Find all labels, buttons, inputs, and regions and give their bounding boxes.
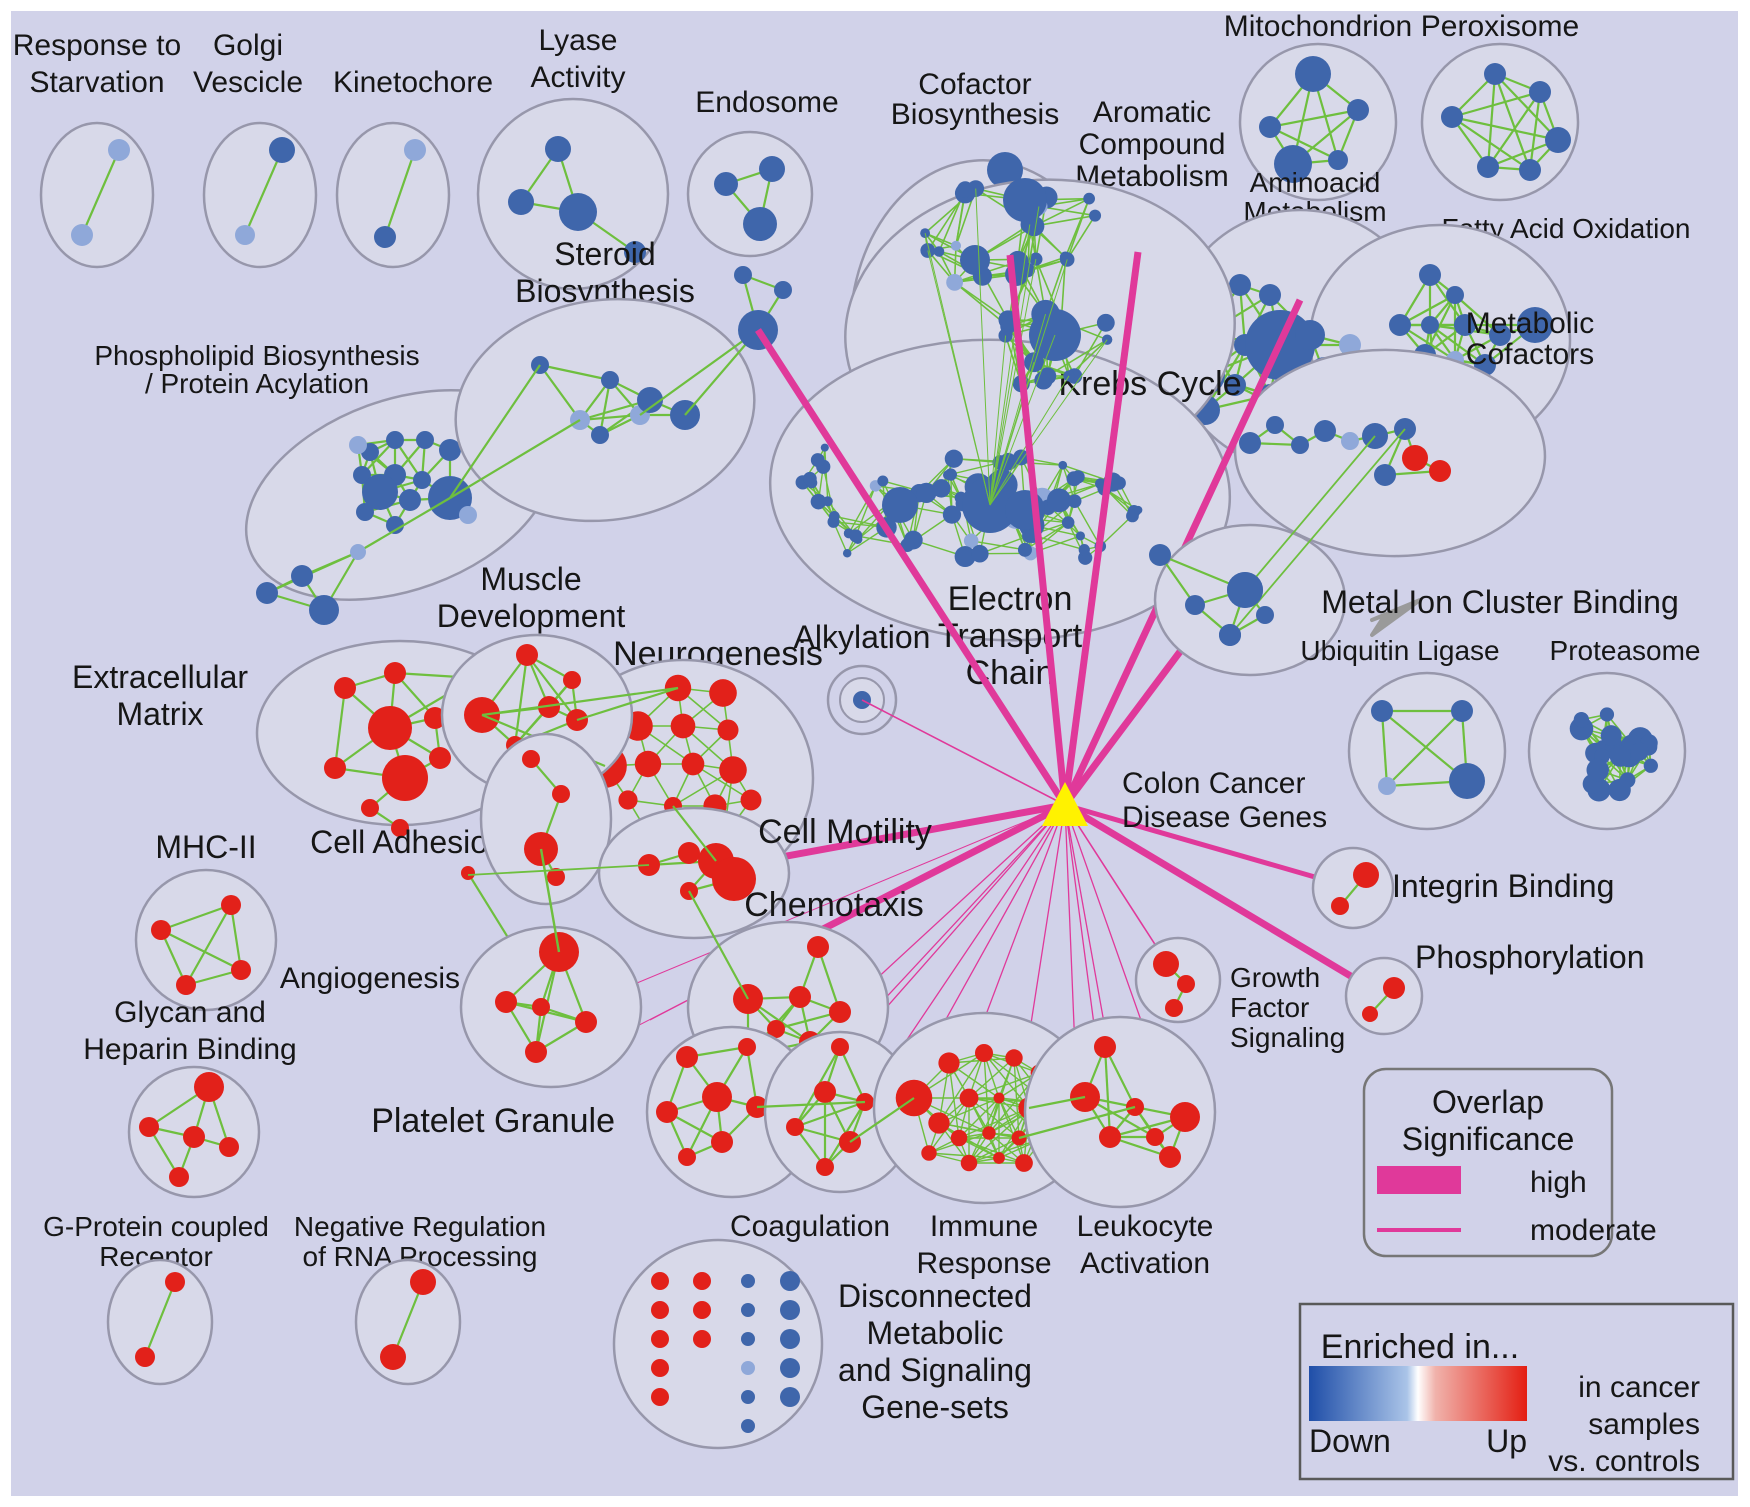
svg-text:Activity: Activity — [530, 61, 625, 94]
svg-text:Phosphorylation: Phosphorylation — [1415, 939, 1644, 975]
svg-text:Metal Ion Cluster Binding: Metal Ion Cluster Binding — [1321, 584, 1679, 620]
svg-text:Endosome: Endosome — [695, 86, 838, 119]
svg-text:G-Protein coupled: G-Protein coupled — [43, 1211, 269, 1242]
svg-text:Up: Up — [1486, 1423, 1527, 1459]
svg-text:Platelet Granule: Platelet Granule — [371, 1102, 615, 1140]
svg-text:/ Protein Acylation: / Protein Acylation — [145, 368, 369, 399]
svg-text:moderate: moderate — [1530, 1214, 1657, 1247]
svg-text:Colon Cancer: Colon Cancer — [1122, 767, 1305, 800]
svg-text:Lyase: Lyase — [539, 24, 618, 57]
svg-text:Integrin Binding: Integrin Binding — [1392, 868, 1614, 904]
svg-text:Response: Response — [916, 1247, 1051, 1280]
svg-text:Aminoacid: Aminoacid — [1250, 167, 1381, 198]
svg-text:high: high — [1530, 1166, 1587, 1199]
svg-text:Disconnected: Disconnected — [838, 1278, 1032, 1314]
svg-text:Peroxisome: Peroxisome — [1421, 10, 1579, 43]
svg-text:Enriched in...: Enriched in... — [1321, 1328, 1519, 1366]
svg-text:Starvation: Starvation — [29, 66, 164, 99]
svg-text:Metabolic: Metabolic — [867, 1315, 1004, 1351]
svg-text:Muscle: Muscle — [480, 561, 581, 597]
svg-text:Gene-sets: Gene-sets — [861, 1389, 1009, 1425]
svg-text:Cell Adhesion: Cell Adhesion — [310, 824, 506, 860]
svg-text:vs. controls: vs. controls — [1548, 1445, 1700, 1478]
svg-text:Electron: Electron — [948, 580, 1073, 618]
svg-text:Angiogenesis: Angiogenesis — [280, 962, 460, 995]
svg-text:Response to: Response to — [13, 29, 181, 62]
svg-text:Proteasome: Proteasome — [1550, 635, 1701, 666]
svg-text:Significance: Significance — [1402, 1121, 1575, 1157]
svg-text:Down: Down — [1309, 1423, 1391, 1459]
svg-text:Golgi: Golgi — [213, 29, 283, 62]
svg-text:Disease Genes: Disease Genes — [1122, 801, 1327, 834]
svg-text:Phospholipid Biosynthesis: Phospholipid Biosynthesis — [94, 340, 419, 371]
svg-text:samples: samples — [1588, 1408, 1700, 1441]
svg-text:Matrix: Matrix — [116, 696, 203, 732]
svg-text:Mitochondrion: Mitochondrion — [1224, 10, 1412, 43]
svg-text:Development: Development — [437, 598, 626, 634]
svg-text:Metabolic: Metabolic — [1466, 307, 1594, 340]
svg-text:Krebs Cycle: Krebs Cycle — [1058, 365, 1241, 403]
svg-text:Compound: Compound — [1079, 128, 1226, 161]
svg-text:Kinetochore: Kinetochore — [333, 66, 493, 99]
svg-text:Coagulation: Coagulation — [730, 1210, 890, 1243]
svg-text:Glycan and: Glycan and — [114, 996, 266, 1029]
svg-text:Cell Motility: Cell Motility — [758, 813, 932, 851]
svg-text:MHC-II: MHC-II — [155, 829, 256, 865]
svg-text:Signaling: Signaling — [1230, 1022, 1345, 1053]
svg-text:Aromatic: Aromatic — [1093, 96, 1211, 129]
svg-text:Negative Regulation: Negative Regulation — [294, 1211, 546, 1242]
svg-text:Overlap: Overlap — [1432, 1084, 1544, 1120]
svg-text:Chemotaxis: Chemotaxis — [744, 886, 924, 924]
svg-text:Biosynthesis: Biosynthesis — [891, 98, 1059, 131]
svg-text:Factor: Factor — [1230, 992, 1309, 1023]
svg-text:Ubiquitin Ligase: Ubiquitin Ligase — [1300, 635, 1499, 666]
svg-text:Cofactors: Cofactors — [1466, 338, 1594, 371]
svg-text:in cancer: in cancer — [1578, 1371, 1700, 1404]
svg-text:and Signaling: and Signaling — [838, 1352, 1032, 1388]
svg-text:Leukocyte: Leukocyte — [1077, 1210, 1214, 1243]
svg-text:Vescicle: Vescicle — [193, 66, 303, 99]
svg-text:Activation: Activation — [1080, 1247, 1210, 1280]
svg-text:Extracellular: Extracellular — [72, 659, 248, 695]
svg-text:Steroid: Steroid — [554, 236, 655, 272]
svg-text:Heparin Binding: Heparin Binding — [83, 1033, 296, 1066]
svg-text:Immune: Immune — [930, 1210, 1038, 1243]
svg-text:Growth: Growth — [1230, 962, 1320, 993]
svg-text:Cofactor: Cofactor — [918, 68, 1031, 101]
